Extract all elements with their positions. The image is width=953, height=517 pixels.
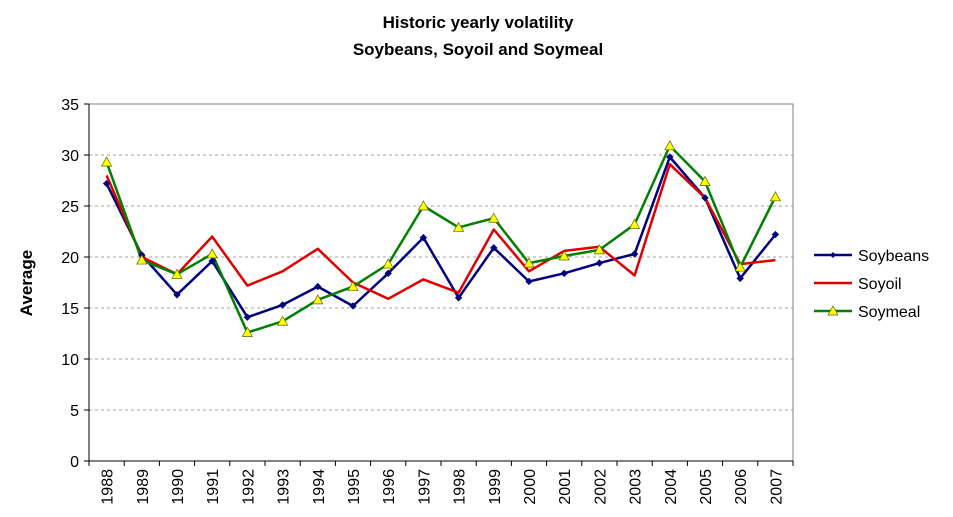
plot-area-border xyxy=(88,103,794,462)
data-point xyxy=(558,250,570,261)
legend-marker xyxy=(827,305,839,316)
data-point xyxy=(171,268,183,279)
x-tick-label: 2003 xyxy=(628,469,645,505)
axes: 0 5 10 15 20 25 30 35 1988 1989 1990 1991 1992 1993 19… xyxy=(61,97,794,505)
data-point xyxy=(771,230,780,239)
data-point xyxy=(490,244,498,252)
data-point xyxy=(593,244,605,255)
legend-label: Soymeal xyxy=(858,304,920,321)
legend-marker xyxy=(830,252,836,258)
legend-label: Soyoil xyxy=(858,276,902,293)
series-lines xyxy=(101,140,781,337)
data-point xyxy=(241,326,253,337)
data-point xyxy=(347,280,359,291)
data-point xyxy=(206,248,218,259)
x-tick-label: 1997 xyxy=(416,469,433,505)
data-point xyxy=(243,313,252,321)
x-tick-label: 1992 xyxy=(240,469,257,505)
x-tick-label: 1995 xyxy=(346,469,363,505)
data-point xyxy=(629,218,641,229)
data-point xyxy=(312,294,324,305)
legend: Soybeans Soyoil Soymeal xyxy=(814,248,929,321)
data-point xyxy=(173,291,181,299)
data-point xyxy=(208,257,216,265)
data-point xyxy=(314,282,322,291)
x-tick-label: 1990 xyxy=(170,469,187,505)
x-tick-label: 2002 xyxy=(592,469,609,505)
data-point xyxy=(630,250,639,258)
legend-label: Soybeans xyxy=(858,248,929,265)
x-tick-label: 1999 xyxy=(487,469,504,505)
x-tick-label: 1988 xyxy=(100,469,117,505)
legend-item-soyoil: Soyoil xyxy=(814,276,902,293)
data-point xyxy=(102,179,111,188)
data-point xyxy=(278,301,287,309)
series-line-soymeal xyxy=(105,144,777,334)
x-tick-label: 1991 xyxy=(205,469,222,505)
data-point xyxy=(417,200,429,211)
series-line-soybeans xyxy=(105,155,777,319)
y-tick-label: 5 xyxy=(70,403,79,420)
legend-item-soybeans: Soybeans xyxy=(814,248,929,265)
data-point xyxy=(454,294,463,302)
y-tick-label: 25 xyxy=(61,199,79,216)
data-point xyxy=(701,194,709,202)
data-point xyxy=(734,261,746,272)
data-point xyxy=(136,254,148,265)
data-point xyxy=(560,269,568,278)
data-point xyxy=(349,302,357,310)
y-tick-label: 30 xyxy=(61,148,79,165)
y-tick-label: 35 xyxy=(61,97,79,114)
y-tick-label: 0 xyxy=(70,454,79,471)
data-point xyxy=(736,274,744,283)
x-tick-label: 2004 xyxy=(663,469,680,505)
legend-item-soymeal: Soymeal xyxy=(814,304,920,321)
x-tick-label: 1993 xyxy=(276,469,293,505)
x-tick-label: 2007 xyxy=(768,469,785,505)
data-point xyxy=(666,153,674,161)
data-point xyxy=(101,156,113,167)
data-point xyxy=(419,233,428,242)
data-point xyxy=(769,191,781,202)
data-point xyxy=(664,140,676,151)
x-tick-label: 1998 xyxy=(452,469,469,505)
data-point xyxy=(384,269,392,278)
data-point xyxy=(277,315,289,326)
y-tick-label: 20 xyxy=(61,250,79,267)
x-tick-label: 2000 xyxy=(522,469,539,505)
y-tick-label: 15 xyxy=(61,301,79,318)
x-tick-label: 2006 xyxy=(733,469,750,505)
gridlines xyxy=(89,154,793,411)
x-tick-label: 1996 xyxy=(381,469,398,505)
data-point xyxy=(488,212,500,223)
data-point xyxy=(525,277,533,286)
x-tick-label: 1994 xyxy=(311,469,328,505)
x-tick-label: 2001 xyxy=(557,469,574,505)
y-axis-title: Average xyxy=(17,250,36,316)
data-point xyxy=(699,175,711,186)
data-point xyxy=(523,257,535,268)
data-point xyxy=(453,221,465,232)
y-tick-label: 10 xyxy=(61,352,79,369)
data-point xyxy=(595,259,604,267)
data-point xyxy=(382,258,394,269)
series-line-soyoil xyxy=(105,162,776,301)
chart-title: Historic yearly volatility xyxy=(383,13,574,32)
chart-subtitle: Soybeans, Soyoil and Soymeal xyxy=(353,40,603,59)
x-tick-label: 2005 xyxy=(698,469,715,505)
x-tick-label: 1989 xyxy=(135,469,152,505)
